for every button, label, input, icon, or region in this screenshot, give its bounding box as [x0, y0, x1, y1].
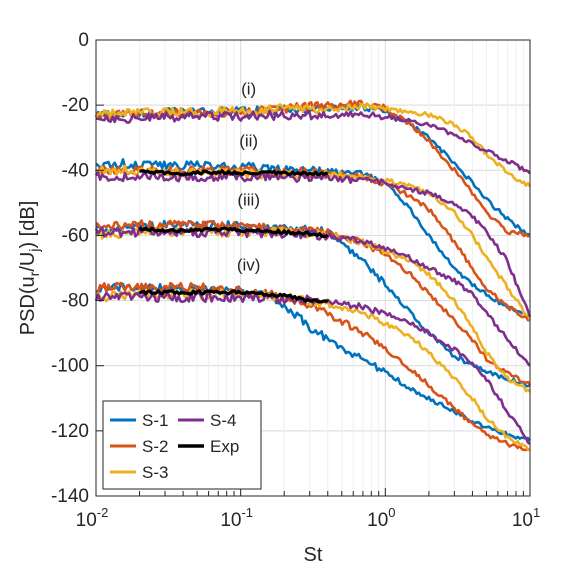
series-line-s-2-group-3: [95, 219, 532, 386]
annotation-layer: (i) (ii) (iii) (iv): [237, 80, 261, 275]
y-axis-label-main: PSD(u: [17, 276, 39, 335]
y-tick-label: -140: [51, 486, 89, 507]
group-label-1: (i): [241, 80, 256, 99]
x-tick-label-base: 10: [76, 510, 97, 531]
group-label-3: (iii): [237, 190, 260, 209]
y-tick-label: -40: [62, 160, 89, 181]
x-tick-label-base: 10: [367, 510, 388, 531]
x-tick-label: 10-1: [220, 505, 253, 531]
x-tick-label-base: 10: [512, 510, 533, 531]
x-tick-label-exponent: 0: [388, 505, 395, 520]
legend-label-s-2: S-2: [142, 437, 168, 456]
series-line-exp-group-4: [138, 289, 329, 304]
plot-area-frame: [95, 39, 531, 497]
series-line-exp-group-2: [139, 169, 328, 177]
legend: S-1 S-2 S-3 S-4 Exp: [102, 400, 262, 490]
y-axis-label-sub-r: r: [26, 271, 42, 276]
x-tick-label: 100: [367, 505, 395, 531]
y-axis-label-sub-j: j: [26, 249, 42, 253]
x-tick-label-exponent: -2: [97, 505, 109, 520]
y-tick-label: -80: [62, 291, 89, 312]
x-tick-label-base: 10: [220, 510, 241, 531]
y-axis-label-mid: /U: [17, 252, 39, 272]
x-tick-label-exponent: -1: [241, 505, 253, 520]
y-axis-label: PSD(ur/Uj) [dB]: [17, 201, 42, 336]
series-line-s-1-group-2: [95, 158, 531, 319]
legend-label-s-1: S-1: [142, 411, 168, 430]
legend-label-exp: Exp: [210, 437, 239, 456]
legend-label-s-3: S-3: [142, 463, 168, 482]
series-layer: [94, 99, 532, 452]
y-tick-label: -20: [62, 95, 89, 116]
x-tick-label: 10-2: [76, 505, 109, 531]
y-axis-label-end: ) [dB]: [17, 201, 39, 249]
y-tick-label: 0: [78, 30, 89, 51]
y-tick-label: -100: [51, 356, 89, 377]
y-tick-label: -120: [51, 421, 89, 442]
series-line-s-3-group-1: [95, 102, 532, 188]
series-line-s-4-group-4: [94, 291, 531, 445]
y-tick-label: -60: [62, 225, 89, 246]
group-label-4: (iv): [237, 256, 261, 275]
legend-label-s-4: S-4: [210, 411, 236, 430]
axes-layer: [95, 39, 531, 497]
x-tick-label: 101: [512, 505, 540, 531]
series-line-exp-group-3: [138, 226, 329, 239]
group-label-2: (ii): [239, 132, 258, 151]
x-tick-label-exponent: 1: [533, 505, 540, 520]
series-line-s-4-group-1: [96, 109, 531, 175]
x-axis-label: St: [304, 544, 323, 566]
